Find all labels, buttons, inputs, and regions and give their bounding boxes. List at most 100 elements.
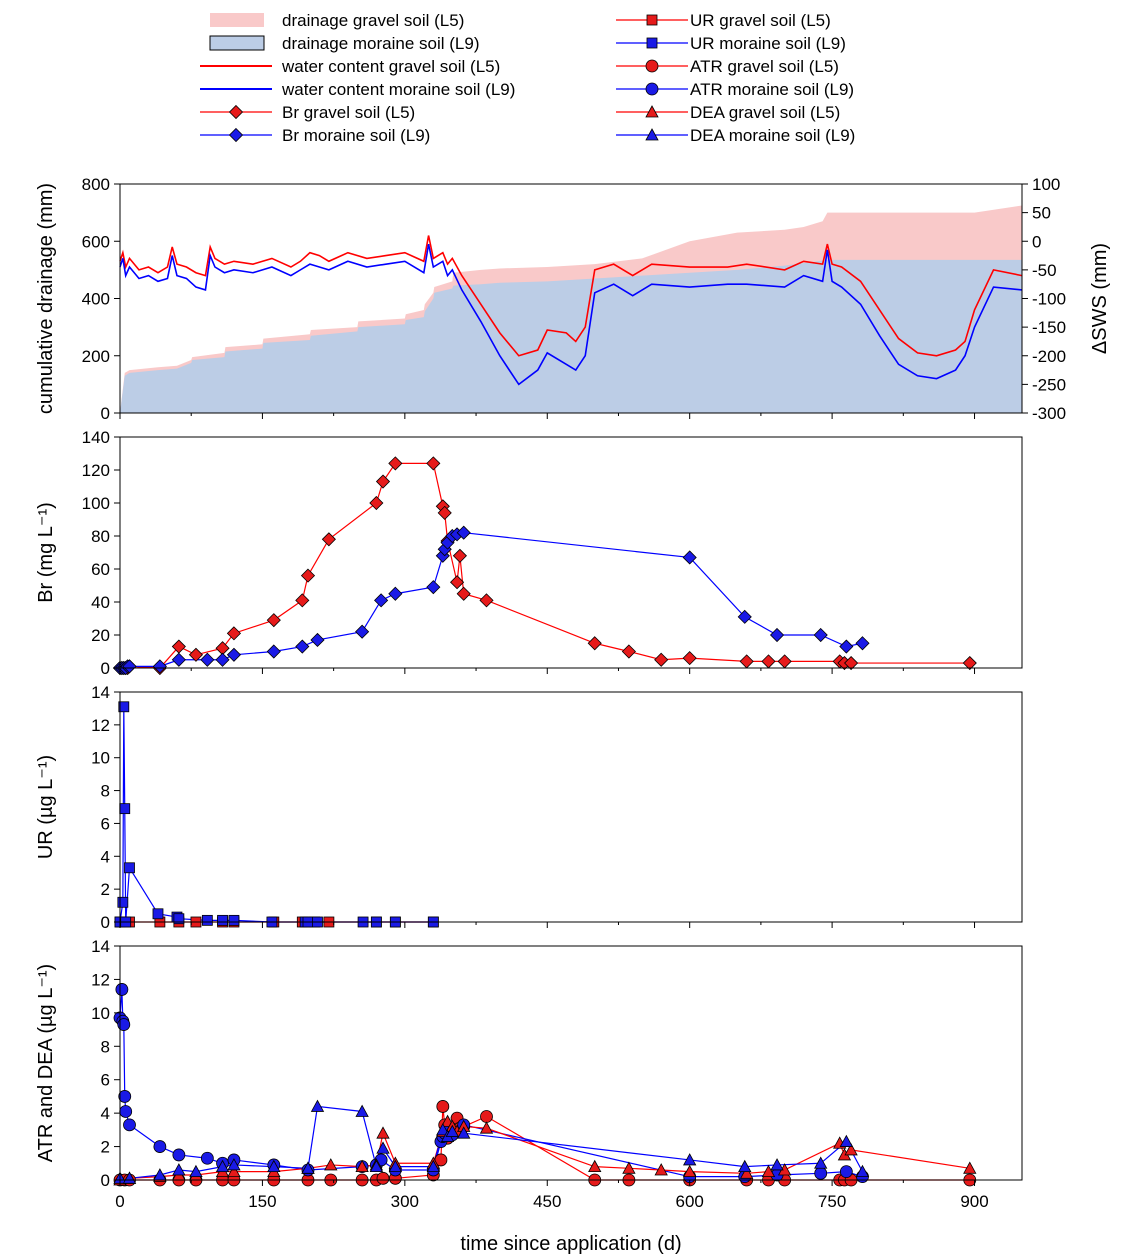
atr-moraine-soil-l9-point — [119, 1105, 133, 1118]
br-moraine-soil-l9-point — [855, 636, 870, 651]
dea-moraine-soil-l9-point — [436, 1123, 450, 1136]
dea-moraine-soil-l9-point — [814, 1156, 828, 1169]
ur-panel: 0 2 4 6 8 10 12 14 UR (µg L⁻¹) — [35, 683, 1023, 932]
br-moraine-soil-l9-point — [737, 609, 752, 624]
dea-moraine-soil-l9-point — [369, 1159, 384, 1173]
br-gravel-soil-l5-point — [777, 654, 792, 669]
br-moraine-soil-l9-point — [226, 647, 242, 662]
dea-gravel-soil-l5-point — [739, 1166, 754, 1179]
br-moraine-soil-l9-point — [813, 627, 828, 643]
br-gravel-soil-l5-point — [266, 613, 281, 628]
y-tick-label: 2 — [101, 880, 110, 899]
y-tick-label: 120 — [82, 461, 110, 480]
br-moraine-soil-l9-point — [266, 644, 281, 659]
dea-gravel-soil-l5-point — [963, 1161, 977, 1174]
dea-gravel-soil-l5-point — [654, 1163, 668, 1176]
legend-marker — [646, 14, 658, 26]
dea-moraine-soil-l9-point — [839, 1134, 854, 1147]
atr-moraine-soil-l9-point — [123, 1118, 136, 1132]
dea-moraine-soil-l9-point — [310, 1099, 325, 1112]
y-tick-label: 8 — [101, 1037, 110, 1056]
dea-moraine-soil-l9-point — [172, 1163, 186, 1176]
x-tick-label: 450 — [533, 1192, 561, 1211]
x-tick-label: 750 — [818, 1192, 846, 1211]
ur-moraine-soil-l9-point — [173, 913, 185, 925]
legend-label: ATR gravel soil (L5) — [690, 57, 839, 76]
atr-gravel-soil-l5-point — [480, 1110, 493, 1123]
y-tick-label: 80 — [91, 527, 110, 546]
ur-moraine-soil-l9-point — [119, 803, 131, 815]
legend-swatch — [210, 13, 264, 27]
legend-label: Br moraine soil (L9) — [282, 126, 430, 145]
dea-gravel-soil-l5-point — [227, 1164, 241, 1178]
y-tick-label: 4 — [101, 1104, 110, 1123]
legend-swatch — [209, 35, 265, 51]
legend-marker — [228, 127, 244, 143]
br-gravel-soil-l5-point — [587, 636, 602, 651]
y2-tick-label: -250 — [1032, 375, 1066, 394]
legend-marker — [645, 105, 659, 118]
x-axis-label: time since application (d) — [460, 1233, 681, 1255]
legend-label: DEA moraine soil (L9) — [690, 126, 855, 145]
br-moraine-soil-l9-point — [388, 586, 403, 601]
dea-gravel-soil-l5-point — [324, 1158, 338, 1171]
y-tick-label: 4 — [101, 847, 110, 866]
dea-moraine-soil-l9-point — [215, 1159, 230, 1173]
br-moraine-soil-l9-point — [122, 659, 137, 674]
y2-tick-label: 0 — [1032, 232, 1041, 251]
water-content-gravel-soil-l5-line — [119, 235, 1023, 357]
br-moraine-soil-l9-point — [839, 639, 854, 654]
dea-moraine-soil-l9-point — [388, 1159, 403, 1173]
legend-marker — [646, 37, 658, 49]
y2-tick-label: -100 — [1032, 290, 1066, 309]
br-gravel-soil-l5-point — [452, 548, 467, 563]
y-tick-label: 2 — [101, 1138, 110, 1157]
br-moraine-soil-l9-point — [295, 639, 310, 654]
br-gravel-soil-l5-point — [388, 456, 403, 471]
x-tick-label: 300 — [391, 1192, 419, 1211]
br-moraine-soil-l9-point — [355, 624, 370, 639]
br-panel: 0 20 40 60 80 100 120 140 Br (mg L⁻¹) — [35, 428, 1023, 678]
drainage-panel: 0 200 400 600 800 cumulative drainage (mm) -30… — [35, 175, 1111, 423]
legend-marker — [228, 104, 244, 120]
dea-moraine-soil-l9-point — [855, 1164, 870, 1178]
dea-moraine-soil-l9-point — [457, 1126, 471, 1139]
br-moraine-soil-l9-point — [682, 550, 697, 565]
dea-moraine-soil-l9-point — [376, 1141, 390, 1154]
br-moraine-soil-l9-point — [456, 525, 471, 540]
y-tick-label: 400 — [82, 290, 110, 309]
dea-moraine-soil-l9-point — [770, 1158, 784, 1171]
y2-tick-label: -50 — [1032, 261, 1057, 280]
y-tick-label: 600 — [82, 232, 110, 251]
dea-moraine-soil-l9-point — [426, 1159, 441, 1173]
atr-moraine-soil-l9-point — [115, 983, 129, 996]
br-gravel-soil-l5-line — [120, 462, 970, 669]
y-tick-label: 20 — [91, 626, 110, 645]
dea-gravel-soil-l5-point — [622, 1161, 636, 1174]
legend-marker — [645, 128, 659, 141]
x-tick-label: 900 — [960, 1192, 988, 1211]
br-moraine-soil-l9-point — [310, 632, 325, 648]
x-tick-label: 150 — [248, 1192, 276, 1211]
legend-label: drainage gravel soil (L5) — [282, 11, 464, 30]
br-moraine-soil-l9-point — [769, 627, 785, 643]
atr-moraine-soil-l9-point — [117, 1018, 131, 1031]
y-tick-label: 14 — [91, 683, 110, 702]
ur-moraine-soil-l9-point — [118, 701, 130, 713]
ur-moraine-soil-l9-point — [228, 914, 240, 926]
dea-moraine-soil-l9-point — [122, 1171, 137, 1184]
br-gravel-soil-l5-point — [761, 654, 776, 669]
atr-moraine-soil-l9-point — [200, 1151, 214, 1165]
dea-moraine-soil-l9-point — [683, 1153, 697, 1166]
y-tick-label: 8 — [101, 782, 110, 801]
y-tick-label: 140 — [82, 428, 110, 447]
ur-moraine-soil-l9-point — [152, 908, 164, 920]
br-gravel-soil-l5-point — [369, 495, 384, 511]
legend-label: UR gravel soil (L5) — [690, 11, 831, 30]
dea-gravel-soil-l5-point — [761, 1164, 776, 1178]
br-gravel-soil-l5-point — [962, 655, 977, 671]
dea-gravel-soil-l5-point — [355, 1159, 369, 1173]
atr-moraine-soil-l9-point — [153, 1140, 167, 1153]
legend-label: water content moraine soil (L9) — [281, 80, 515, 99]
plot-frame — [119, 691, 1023, 923]
